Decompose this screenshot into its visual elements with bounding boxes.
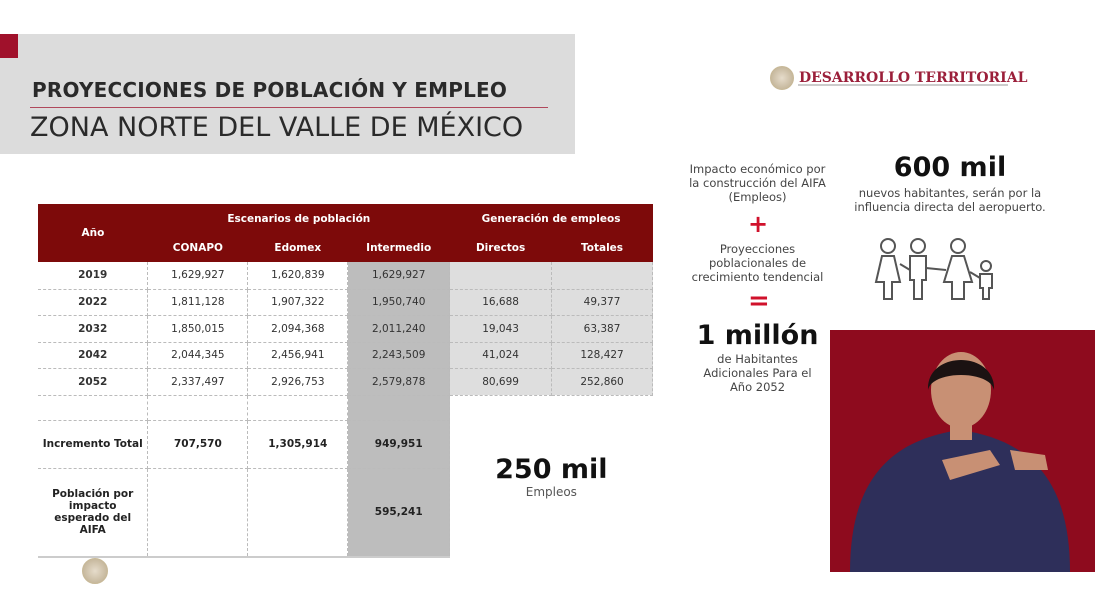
cell-intermedio: 2,243,509 <box>347 342 451 369</box>
cell-totales <box>551 262 653 290</box>
jobs-label: Empleos <box>525 484 577 499</box>
cell-intermedio: 1,629,927 <box>347 262 451 290</box>
cell-conapo: 1,629,927 <box>147 262 249 290</box>
cell-directos: 80,699 <box>449 368 553 396</box>
cell-totales: 63,387 <box>551 315 653 343</box>
cell-edomex: 1,907,322 <box>247 289 349 316</box>
cell-directos: 16,688 <box>449 289 553 316</box>
million-text: de Habitantes Adicionales Para el Año 20… <box>703 352 812 394</box>
table-row: 2022 1,811,128 1,907,322 1,950,740 16,688 49,… <box>38 289 653 316</box>
col-header-conapo: CONAPO <box>147 233 248 262</box>
million-figure: 1 millón <box>696 320 819 351</box>
impact-intermedio: 595,241 <box>347 468 451 558</box>
seal-icon <box>770 66 794 90</box>
projections-table: Año Escenarios de población Generación d… <box>38 204 653 558</box>
projections-text: Proyecciones poblacionales de crecimient… <box>691 242 824 284</box>
increment-label: Incremento Total <box>38 420 149 469</box>
equals-icon: = <box>748 286 770 316</box>
brand-name: DESARROLLO TERRITORIAL <box>799 70 1028 86</box>
col-header-directos: Directos <box>449 233 552 262</box>
table-row: 2032 1,850,015 2,094,368 2,011,240 19,043 63,… <box>38 315 653 343</box>
cell-totales: 252,860 <box>551 368 653 396</box>
col-header-edomex: Edomex <box>247 233 348 262</box>
brand-subline <box>798 84 1008 86</box>
cell-directos: 19,043 <box>449 315 553 343</box>
cell-intermedio: 2,579,878 <box>347 368 451 396</box>
impact-label: Población por impacto esperado del AIFA <box>38 468 149 558</box>
col-header-year: Año <box>38 204 148 262</box>
cell-conapo: 2,044,345 <box>147 342 249 369</box>
cell-intermedio: 2,011,240 <box>347 315 451 343</box>
increment-intermedio: 949,951 <box>347 420 451 469</box>
table-row: 2052 2,337,497 2,926,753 2,579,878 80,699 252… <box>38 368 653 396</box>
cell-edomex: 2,456,941 <box>247 342 349 369</box>
cell-year: 2022 <box>38 289 149 316</box>
group-header-employment: Generación de empleos <box>449 204 653 233</box>
increment-edomex: 1,305,914 <box>247 420 349 469</box>
cell-year: 2032 <box>38 315 149 343</box>
col-header-totales: Totales <box>551 233 653 262</box>
cell-edomex: 2,926,753 <box>247 368 349 396</box>
table-row: 2042 2,044,345 2,456,941 2,243,509 41,024 128… <box>38 342 653 369</box>
cell-conapo: 1,811,128 <box>147 289 249 316</box>
increment-row: Incremento Total 707,570 1,305,914 949,9… <box>38 420 653 469</box>
col-header-intermedio: Intermedio <box>347 233 450 262</box>
cell-conapo: 1,850,015 <box>147 315 249 343</box>
increment-conapo: 707,570 <box>147 420 249 469</box>
cell-edomex: 1,620,839 <box>247 262 349 290</box>
accent-square <box>0 34 18 58</box>
title-banner <box>0 34 575 154</box>
page-title: PROYECCIONES DE POBLACIÓN Y EMPLEO <box>32 78 508 102</box>
six-hundred-text: nuevos habitantes, serán por la influenc… <box>854 186 1046 214</box>
cell-year: 2042 <box>38 342 149 369</box>
impact-text: Impacto económico por la construcción de… <box>689 162 826 204</box>
cell-year: 2052 <box>38 368 149 396</box>
cell-directos <box>449 262 553 290</box>
jobs-big-number: 250 mil <box>495 453 608 485</box>
seal-icon <box>82 558 108 584</box>
cell-year: 2019 <box>38 262 149 290</box>
sign-language-interpreter-video <box>830 330 1095 572</box>
cell-totales: 128,427 <box>551 342 653 369</box>
group-header-population: Escenarios de población <box>147 204 450 233</box>
title-divider <box>30 107 548 108</box>
page-subtitle: ZONA NORTE DEL VALLE DE MÉXICO <box>30 112 524 143</box>
cell-directos: 41,024 <box>449 342 553 369</box>
cell-totales: 49,377 <box>551 289 653 316</box>
family-icon <box>874 238 993 300</box>
plus-icon: + <box>748 210 769 238</box>
impact-row: Población por impacto esperado del AIFA … <box>38 468 653 558</box>
table-row: 2019 1,629,927 1,620,839 1,629,927 <box>38 262 653 290</box>
cell-intermedio: 1,950,740 <box>347 289 451 316</box>
jobs-summary: 250 mil Empleos <box>449 395 653 557</box>
cell-edomex: 2,094,368 <box>247 315 349 343</box>
cell-conapo: 2,337,497 <box>147 368 249 396</box>
interpreter-figure <box>850 352 1070 572</box>
brand-logo: DESARROLLO TERRITORIAL <box>770 66 1027 90</box>
spacer-row: 250 mil Empleos <box>38 395 653 557</box>
six-hundred-figure: 600 mil <box>893 152 1007 183</box>
